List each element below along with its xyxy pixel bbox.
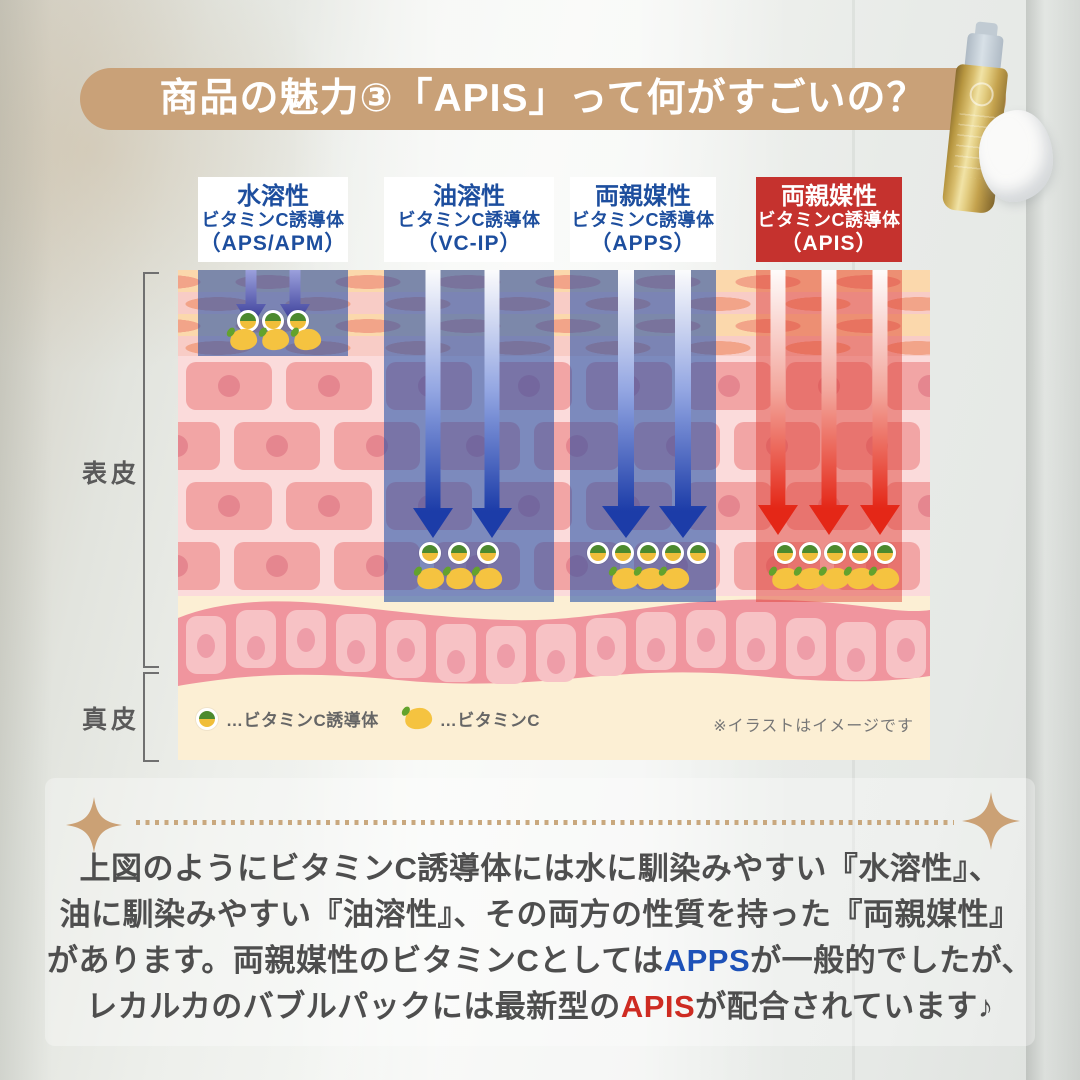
- column-header-apis: 両親媒性 ビタミンC誘導体 （APIS）: [756, 177, 902, 262]
- basal-layer-band: [178, 599, 930, 686]
- sparkle-icon: [962, 792, 1020, 850]
- description-line-4: レカルカのバブルパックには最新型のAPISが配合されています♪: [30, 984, 1050, 1030]
- derivative-dot-icon: [196, 707, 218, 730]
- skin-cell: [286, 362, 372, 410]
- description-line-1: 上図のようにビタミンC誘導体には水に馴染みやすい『水溶性』、: [79, 851, 1001, 886]
- bottle-logo-mark: [968, 81, 995, 108]
- column-code: （APS/APM）: [199, 232, 347, 255]
- column-type: 両親媒性: [781, 183, 877, 210]
- dotted-divider: [136, 820, 954, 825]
- column-name: ビタミンC誘導体: [397, 210, 541, 230]
- penetration-arrow: [809, 270, 849, 535]
- column-name: ビタミンC誘導体: [201, 210, 345, 230]
- skin-cell: [186, 482, 272, 530]
- page-title: 商品の魅力③「APIS」って何がすごいの？: [159, 77, 927, 120]
- basal-cell-nucleus: [547, 650, 565, 674]
- derivative-dot-icon: [448, 542, 470, 564]
- basal-cell-nucleus: [647, 638, 665, 662]
- basal-cell-nucleus: [247, 636, 265, 660]
- apis-highlight: APIS: [620, 989, 696, 1024]
- derivative-dot-icon: [874, 542, 896, 564]
- column-code: （APPS）: [590, 232, 696, 255]
- derivative-dot-icon: [612, 542, 634, 564]
- skin-cell: [234, 422, 320, 470]
- header-banner: 商品の魅力③「APIS」って何がすごいの？: [80, 68, 1006, 130]
- penetration-arrow: [602, 270, 650, 538]
- foam-blob: [979, 110, 1053, 202]
- skin-cell: [186, 362, 272, 410]
- legend-vitamin-label: …ビタミンC: [439, 711, 541, 730]
- basal-cell-nucleus: [297, 628, 315, 652]
- bottle-cap: [964, 32, 1004, 70]
- skin-cell: [178, 422, 220, 470]
- penetration-column-vc-ip: [384, 270, 554, 602]
- basal-cell-nucleus: [597, 636, 615, 660]
- line3-post: が一般的でしたが、: [750, 943, 1034, 978]
- column-header-vcip: 油溶性 ビタミンC誘導体 （VC-IP）: [384, 177, 554, 262]
- apps-highlight: APPS: [663, 943, 751, 978]
- penetration-arrow: [413, 270, 453, 538]
- line3-pre: があります。両親媒性のビタミンCとしては: [46, 943, 664, 978]
- diagram-legend: …ビタミンC誘導体 …ビタミンC: [196, 706, 540, 731]
- derivative-dot-icon: [477, 542, 499, 564]
- basal-cell-nucleus: [447, 650, 465, 674]
- skin-cell: [286, 482, 372, 530]
- derivative-dot-icon: [799, 542, 821, 564]
- column-type: 両親媒性: [595, 183, 691, 210]
- column-header-apps: 両親媒性 ビタミンC誘導体 （APPS）: [570, 177, 716, 262]
- penetration-arrow: [758, 270, 798, 535]
- description-text: 上図のようにビタミンC誘導体には水に馴染みやすい『水溶性』、 油に馴染みやすい『…: [30, 846, 1050, 1030]
- penetration-arrows: [236, 270, 900, 538]
- penetration-arrow: [472, 270, 512, 538]
- basal-cell-nucleus: [747, 638, 765, 662]
- skin-cell: [886, 362, 930, 410]
- skin-cell: [234, 542, 320, 590]
- derivative-dot-icon: [774, 542, 796, 564]
- illustration-note: ※イラストはイメージです: [713, 718, 914, 735]
- column-name: ビタミンC誘導体: [571, 210, 715, 230]
- line4-pre: レカルカのバブルパックには最新型の: [86, 989, 621, 1024]
- basal-cell-nucleus: [497, 644, 515, 668]
- background-left-edge: [0, 0, 52, 1080]
- basal-cell-nucleus: [897, 638, 915, 662]
- skin-cell: [178, 542, 220, 590]
- epidermis-label: 表皮: [82, 460, 141, 488]
- description-line-2: 油に馴染みやすい『油溶性』、その両方の性質を持った『両親媒性』: [59, 897, 1021, 932]
- derivative-dot-icon: [824, 542, 846, 564]
- vitamin-c-lemon-icon: [403, 706, 434, 731]
- description-line-3: があります。両親媒性のビタミンCとしてはAPPSが一般的でしたが、: [30, 938, 1050, 984]
- basal-cell-nucleus: [797, 636, 815, 660]
- legend-derivative-label: …ビタミンC誘導体: [226, 711, 379, 730]
- basal-cell-nucleus: [397, 638, 415, 662]
- product-photo: [933, 21, 1063, 219]
- dermis-label: 真皮: [82, 706, 141, 734]
- basal-cell-nucleus: [197, 634, 215, 658]
- column-header-aps-apm: 水溶性 ビタミンC誘導体 （APS/APM）: [198, 177, 348, 262]
- basal-cell-nucleus: [347, 640, 365, 664]
- derivative-dot-icon: [637, 542, 659, 564]
- column-code: （APIS）: [780, 232, 878, 255]
- skin-diagram: …ビタミンC誘導体 …ビタミンC ※イラストはイメージです: [178, 270, 930, 760]
- basal-cell-nucleus: [847, 648, 865, 672]
- dermis-bracket: [143, 672, 159, 762]
- penetration-arrow: [860, 270, 900, 535]
- column-type: 水溶性: [237, 183, 309, 210]
- derivative-dot-icon: [687, 542, 709, 564]
- derivative-dot-icon: [662, 542, 684, 564]
- column-type: 油溶性: [433, 183, 505, 210]
- column-name: ビタミンC誘導体: [757, 210, 901, 230]
- penetration-arrow: [659, 270, 707, 538]
- column-code: （VC-IP）: [416, 232, 522, 255]
- epidermis-bracket: [143, 272, 159, 668]
- derivative-dot-icon: [419, 542, 441, 564]
- derivative-dot-icon: [587, 542, 609, 564]
- line4-post: が配合されています♪: [695, 989, 994, 1024]
- basal-cell-nucleus: [697, 628, 715, 652]
- derivative-dot-icon: [849, 542, 871, 564]
- sparkle-icon: [66, 797, 122, 853]
